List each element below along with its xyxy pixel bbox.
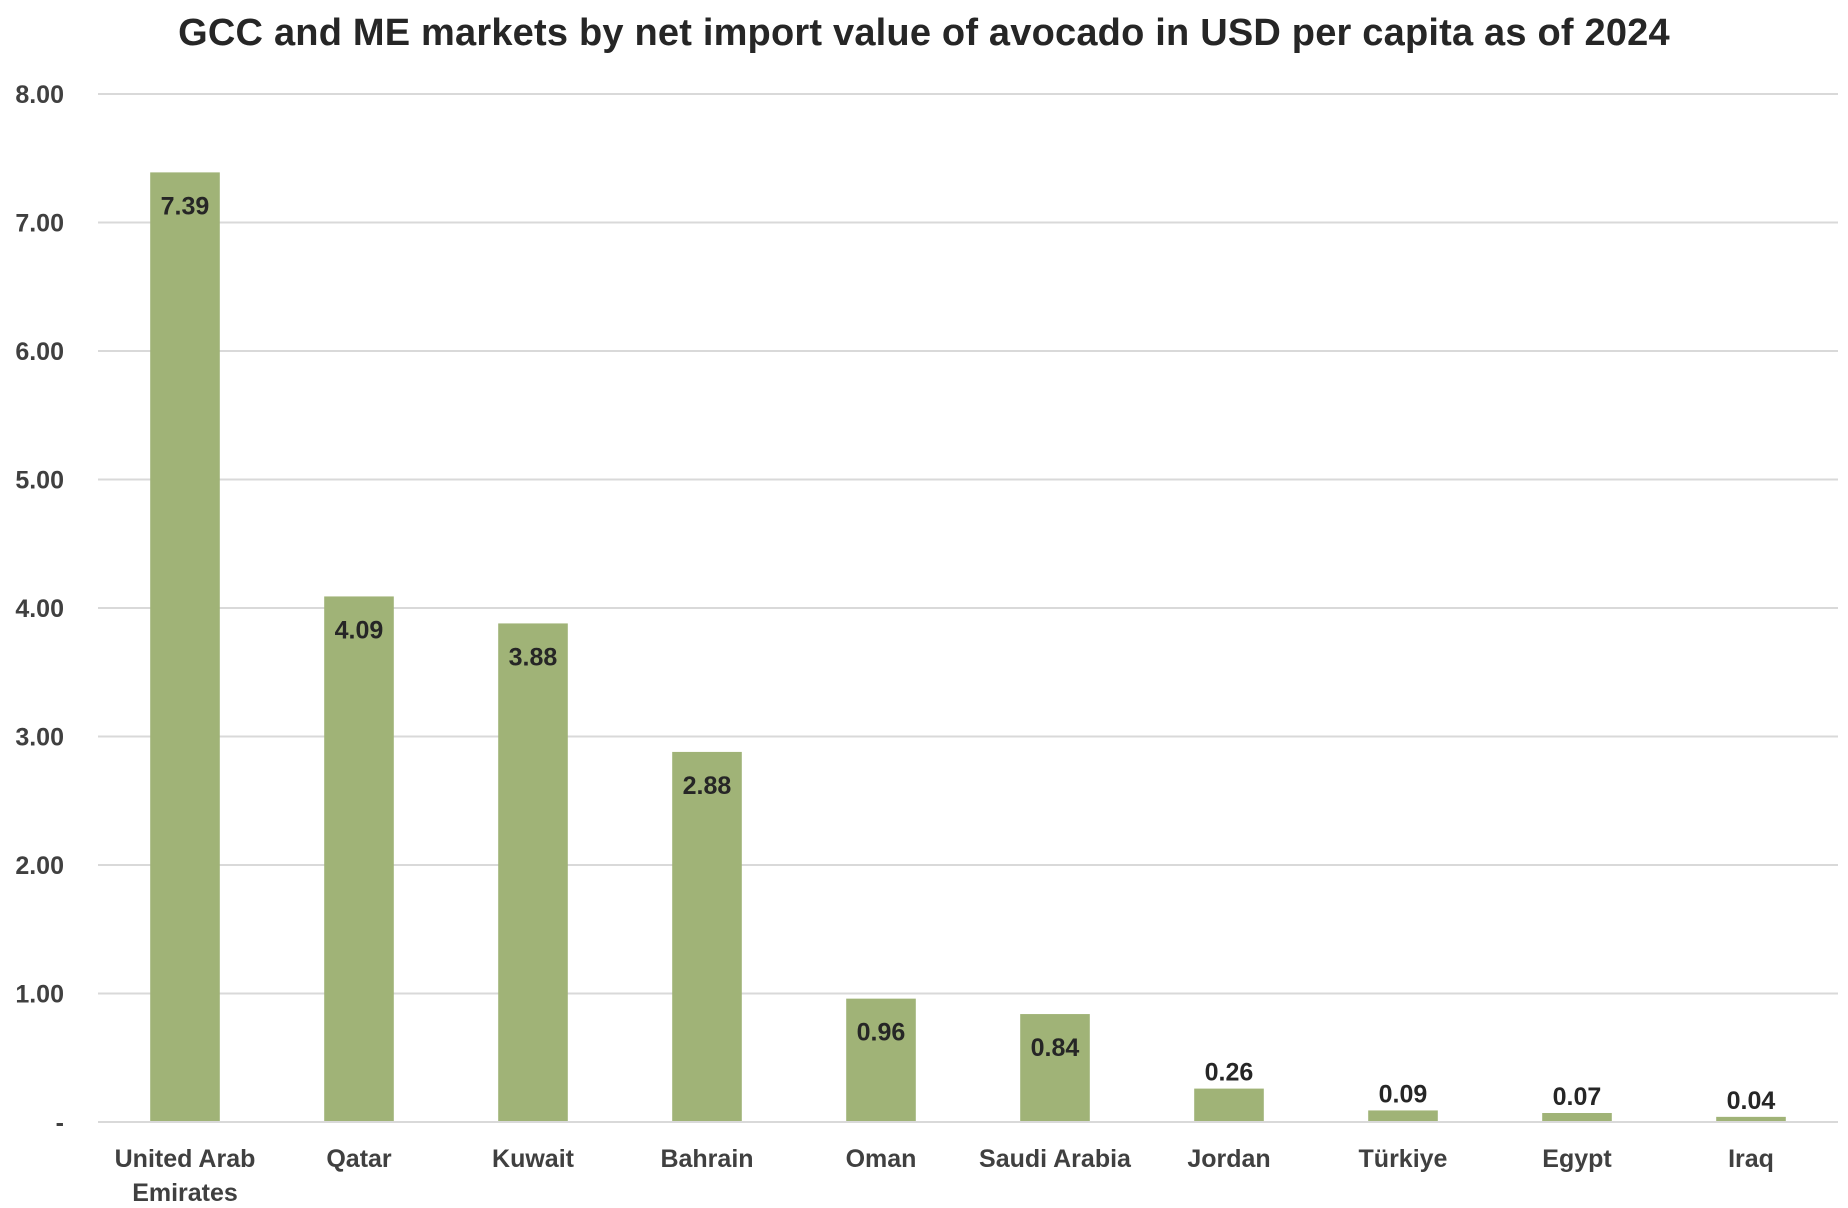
data-label: 0.84 xyxy=(1031,1034,1080,1062)
data-label: 4.09 xyxy=(335,616,384,644)
bar xyxy=(1716,1116,1786,1122)
y-tick-label: 6.00 xyxy=(15,338,64,366)
x-tick-label: Bahrain xyxy=(660,1145,753,1173)
data-label: 0.07 xyxy=(1553,1083,1602,1111)
bar xyxy=(672,751,742,1122)
x-tick-label: Jordan xyxy=(1187,1145,1270,1173)
data-label: 0.09 xyxy=(1379,1080,1428,1108)
bar xyxy=(1368,1110,1438,1122)
bar xyxy=(1542,1113,1612,1122)
y-tick-label: 3.00 xyxy=(15,724,64,752)
y-tick-label: 2.00 xyxy=(15,852,64,880)
x-tick-label: Saudi Arabia xyxy=(979,1145,1132,1173)
x-tick-label: Türkiye xyxy=(1359,1145,1448,1173)
y-tick-label: 4.00 xyxy=(15,595,64,623)
y-tick-label: - xyxy=(56,1109,64,1137)
chart-title: GCC and ME markets by net import value o… xyxy=(178,12,1670,54)
bar xyxy=(498,623,568,1122)
x-tick-label: Kuwait xyxy=(492,1145,575,1173)
y-tick-label: 8.00 xyxy=(15,81,64,109)
data-label: 0.96 xyxy=(857,1019,906,1047)
x-tick-label: United Arab Emirates xyxy=(115,1145,256,1207)
data-label: 7.39 xyxy=(161,192,210,220)
y-tick-label: 5.00 xyxy=(15,467,64,495)
x-tick-label: Iraq xyxy=(1728,1145,1774,1173)
bar xyxy=(1020,1014,1090,1122)
x-tick-label: Egypt xyxy=(1542,1145,1612,1173)
bar xyxy=(1194,1088,1264,1122)
y-tick-label: 1.00 xyxy=(15,981,64,1009)
bar xyxy=(150,172,220,1122)
data-label: 2.88 xyxy=(683,772,732,800)
data-label: 3.88 xyxy=(509,643,558,671)
x-tick-label: Oman xyxy=(846,1145,917,1173)
data-label: 0.04 xyxy=(1727,1087,1776,1115)
y-tick-label: 7.00 xyxy=(15,210,64,238)
x-tick-label: Qatar xyxy=(326,1145,392,1173)
bar xyxy=(324,596,394,1122)
data-label: 0.26 xyxy=(1205,1059,1254,1087)
bar xyxy=(846,998,916,1122)
